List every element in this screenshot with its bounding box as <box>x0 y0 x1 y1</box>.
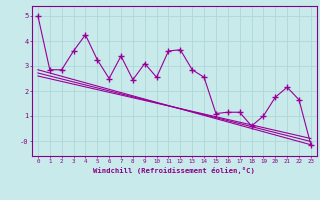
X-axis label: Windchill (Refroidissement éolien,°C): Windchill (Refroidissement éolien,°C) <box>93 167 255 174</box>
